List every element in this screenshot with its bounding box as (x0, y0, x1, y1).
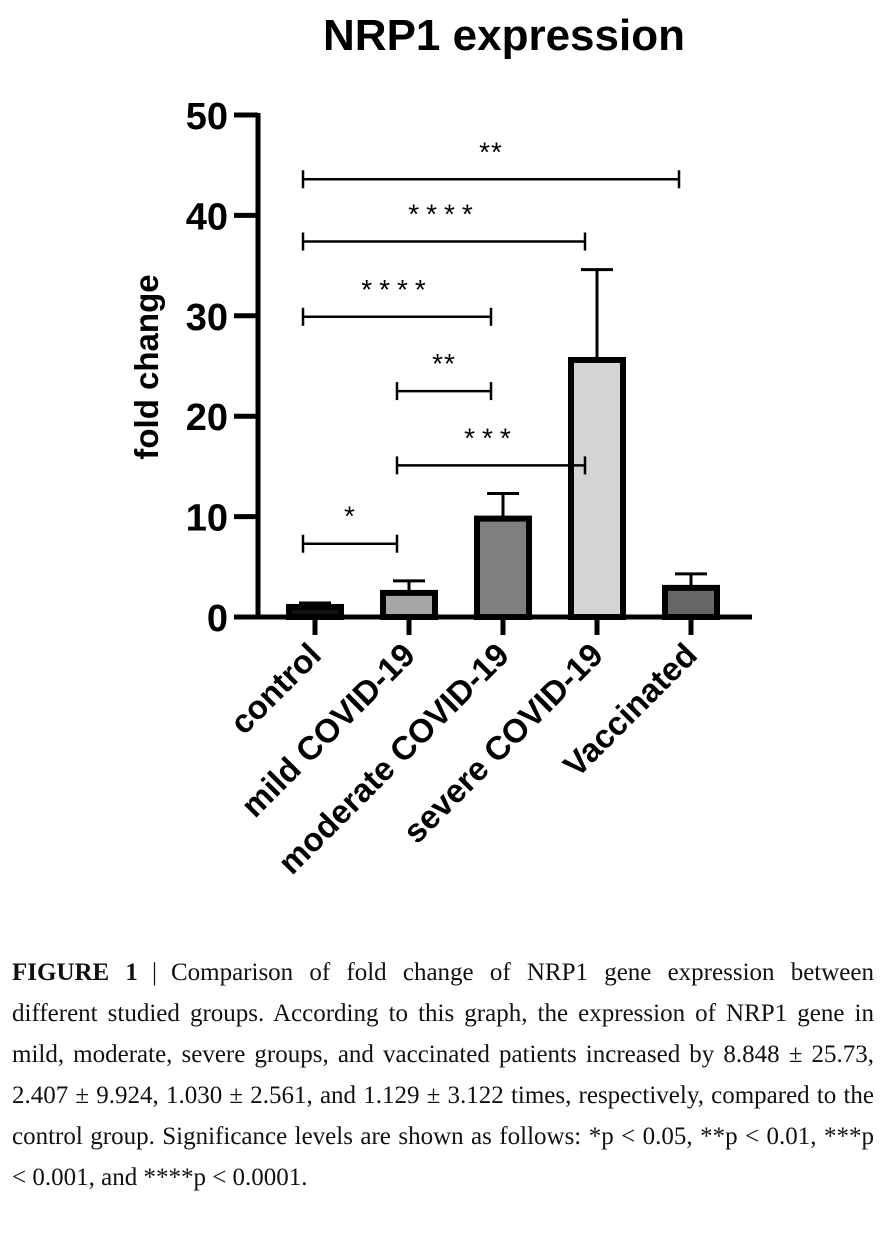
y-tick-label: 50 (186, 96, 228, 138)
caption-text: Comparison of fold change of NRP1 gene e… (12, 959, 874, 1191)
y-tick-label: 40 (186, 196, 228, 238)
significance-label: **** (361, 274, 433, 305)
significance-brackets: **************** (301, 136, 681, 553)
significance-label: * (344, 501, 356, 532)
bar (662, 584, 720, 620)
figure-caption: FIGURE 1 | Comparison of fold change of NR… (12, 952, 874, 1198)
significance-label: **** (408, 199, 480, 230)
error-bars (299, 268, 707, 607)
figure-label: FIGURE 1 (12, 959, 138, 986)
axes: 0 10 20 30 40 50 (186, 96, 752, 640)
y-tick-label: 30 (186, 297, 228, 339)
y-tick-label: 10 (186, 498, 228, 540)
bar (380, 589, 438, 620)
y-tick-label: 20 (186, 397, 228, 439)
bar-chart: NRP1 expression fold change 01020304050 … (128, 11, 752, 881)
bar (286, 603, 344, 621)
y-tick-label: 0 (207, 598, 228, 640)
caption-separator: | (151, 959, 157, 986)
y-axis-label: fold change (128, 274, 165, 459)
bars (286, 356, 720, 621)
chart-title: NRP1 expression (323, 11, 685, 60)
significance-label: ** (432, 348, 456, 379)
bar (568, 356, 626, 620)
significance-label: ** (479, 136, 503, 167)
bar (474, 515, 532, 620)
significance-label: *** (464, 422, 518, 453)
x-tick-label: mild COVID-19 (234, 636, 422, 824)
